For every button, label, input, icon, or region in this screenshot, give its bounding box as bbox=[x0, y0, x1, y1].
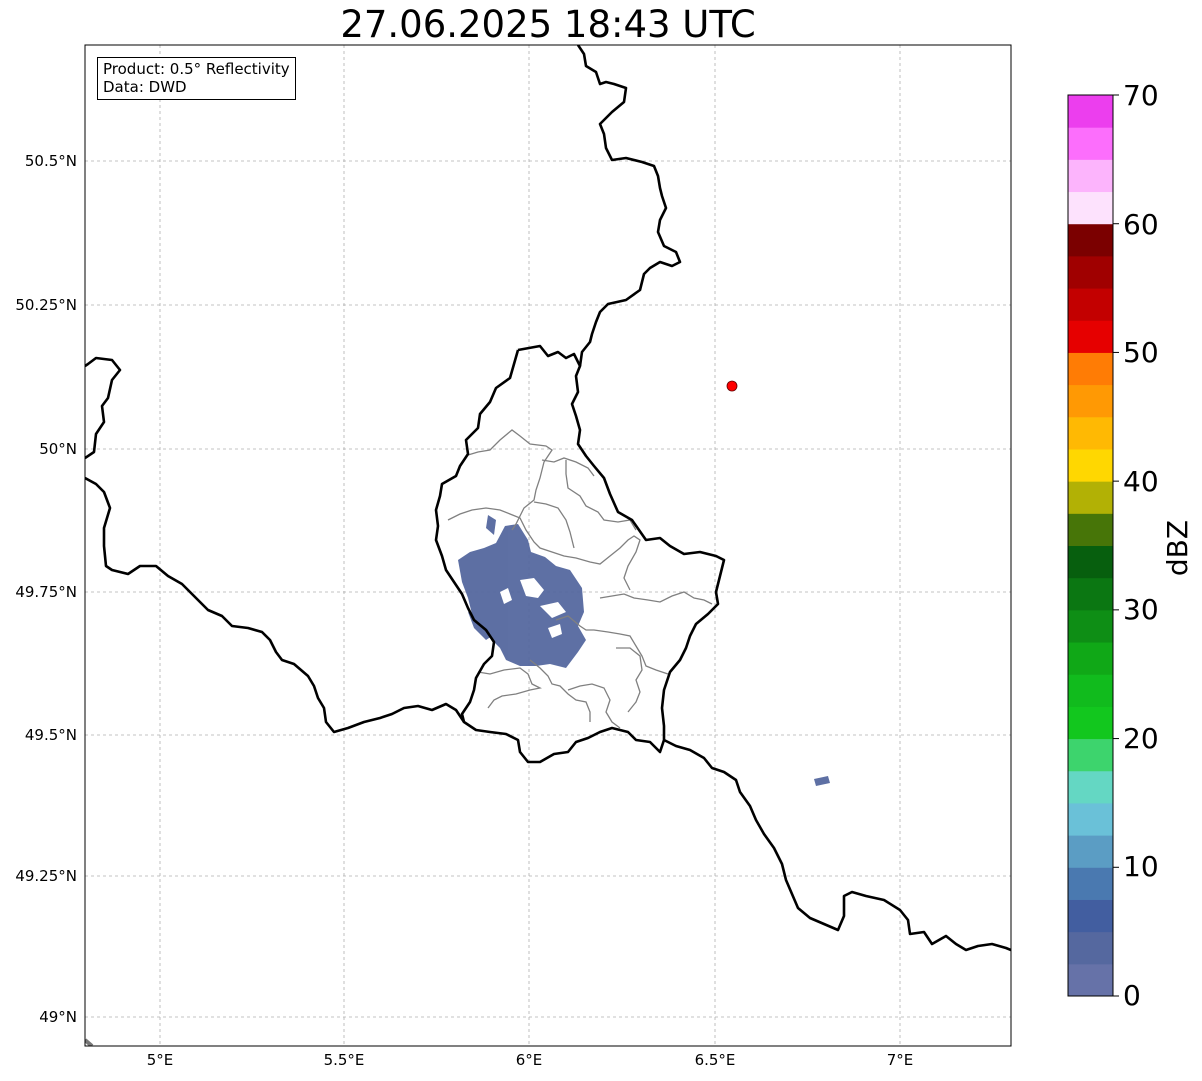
colorbar-step bbox=[1068, 223, 1113, 257]
lat-tick-label: 50.25°N bbox=[15, 296, 77, 314]
colorbar-tick-label: 50 bbox=[1123, 336, 1159, 369]
lon-tick-label: 7°E bbox=[886, 1051, 914, 1069]
map-title: 27.06.2025 18:43 UTC bbox=[340, 3, 756, 46]
colorbar-step bbox=[1068, 255, 1113, 289]
lat-tick-label: 49.25°N bbox=[15, 867, 77, 885]
colorbar-frame bbox=[1067, 94, 1114, 997]
colorbar-unit-label: dBZ bbox=[1161, 519, 1194, 577]
colorbar-step bbox=[1068, 416, 1113, 450]
colorbar-step bbox=[1068, 931, 1113, 965]
colorbar-tick-label: 0 bbox=[1123, 979, 1141, 1012]
colorbar-step bbox=[1068, 674, 1113, 707]
lon-tick-label: 6°E bbox=[515, 1051, 543, 1069]
colorbar-tick-label: 30 bbox=[1123, 593, 1159, 626]
lat-tick-label: 49.5°N bbox=[24, 726, 77, 744]
colorbar-step bbox=[1068, 191, 1113, 225]
data-source-label: Data: DWD bbox=[103, 78, 187, 96]
colorbar-tick-label: 40 bbox=[1123, 465, 1159, 498]
colorbar-tick-label: 70 bbox=[1123, 79, 1159, 112]
lat-tick-label: 50.5°N bbox=[24, 152, 77, 170]
colorbar-step bbox=[1068, 288, 1113, 321]
colorbar-step bbox=[1068, 545, 1113, 579]
lat-tick-label: 49°N bbox=[39, 1008, 77, 1026]
colorbar-step bbox=[1068, 835, 1113, 868]
colorbar-step bbox=[1068, 320, 1113, 353]
map-frame bbox=[84, 44, 1012, 1047]
colorbar bbox=[1068, 95, 1113, 997]
radar-site-marker bbox=[726, 380, 738, 392]
colorbar-tick-label: 20 bbox=[1123, 722, 1159, 755]
product-info-box: Product: 0.5° Reflectivity Data: DWD bbox=[97, 57, 296, 100]
colorbar-tick-label: 10 bbox=[1123, 850, 1159, 883]
colorbar-step bbox=[1068, 609, 1113, 643]
colorbar-step bbox=[1068, 95, 1113, 128]
colorbar-step bbox=[1068, 577, 1113, 611]
lat-tick-label: 49.75°N bbox=[15, 583, 77, 601]
colorbar-step bbox=[1068, 770, 1113, 804]
colorbar-step bbox=[1068, 384, 1113, 418]
radar-echoes bbox=[458, 515, 830, 786]
lat-tick-label: 50°N bbox=[39, 440, 77, 458]
lon-tick-label: 5°E bbox=[146, 1051, 174, 1069]
colorbar-step bbox=[1068, 352, 1113, 386]
product-label: Product: 0.5° Reflectivity bbox=[103, 60, 290, 78]
colorbar-step bbox=[1068, 481, 1113, 514]
colorbar-step bbox=[1068, 867, 1113, 900]
colorbar-step bbox=[1068, 513, 1113, 546]
gridlines bbox=[85, 45, 1011, 1046]
colorbar-step bbox=[1068, 448, 1113, 482]
colorbar-step bbox=[1068, 738, 1113, 772]
colorbar-tick-label: 60 bbox=[1123, 208, 1159, 241]
lon-tick-label: 6.5°E bbox=[694, 1051, 736, 1069]
colorbar-step bbox=[1068, 159, 1113, 193]
district-borders bbox=[447, 429, 713, 729]
colorbar-step bbox=[1068, 963, 1113, 997]
colorbar-step bbox=[1068, 642, 1113, 675]
lon-tick-label: 5.5°E bbox=[323, 1051, 365, 1069]
colorbar-step bbox=[1068, 127, 1113, 160]
colorbar-step bbox=[1068, 899, 1113, 933]
colorbar-step bbox=[1068, 706, 1113, 740]
colorbar-step bbox=[1068, 802, 1113, 836]
country-borders bbox=[85, 45, 1011, 1046]
